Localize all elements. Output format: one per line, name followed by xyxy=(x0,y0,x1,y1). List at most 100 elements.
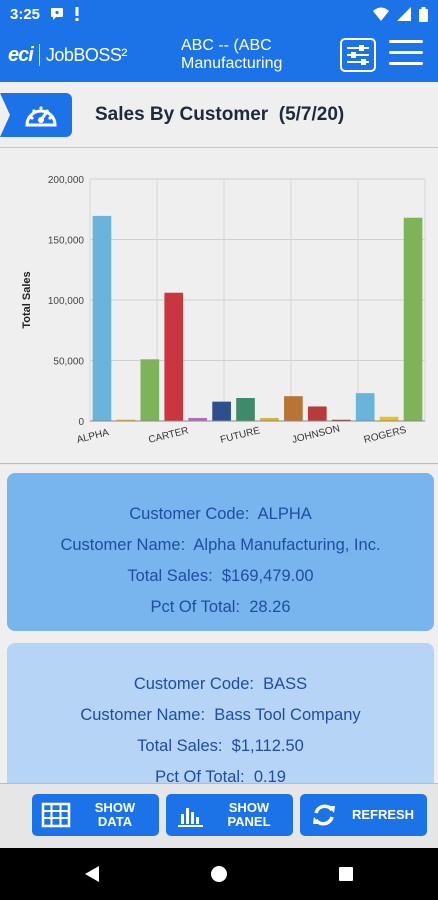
refresh-label: REFRESH xyxy=(351,807,415,822)
y-tick-label: 150,000 xyxy=(48,236,85,247)
chart-bar xyxy=(212,401,231,421)
chart-bar xyxy=(403,217,423,421)
battery-icon xyxy=(419,6,428,22)
code-value: ALPHA xyxy=(257,505,312,523)
app-bar: eci JobBOSS² ABC -- (ABC Manufacturing xyxy=(0,28,438,82)
alert-icon xyxy=(75,7,79,21)
show-data-line-1: SHOW xyxy=(94,800,136,815)
y-axis-label: Total Sales xyxy=(21,271,33,328)
show-panel-line-1: SHOW xyxy=(228,800,270,815)
chart-bar xyxy=(92,215,112,421)
chart-bar xyxy=(355,393,375,421)
page-header: Sales By Customer (5/7/20) xyxy=(0,82,438,148)
chart-bar xyxy=(260,417,279,421)
pct-value: 28.26 xyxy=(249,598,291,616)
card-sales-row: Total Sales: $1,112.50 xyxy=(7,731,434,762)
chart-bar xyxy=(331,419,351,421)
x-tick-label: JOHNSON xyxy=(291,423,341,446)
app-logo: eci JobBOSS² xyxy=(8,44,127,67)
refresh-button[interactable]: REFRESH xyxy=(300,794,427,836)
name-label: Customer Name: xyxy=(60,536,186,554)
card-name-row: Customer Name: Alpha Manufacturing, Inc. xyxy=(7,530,434,561)
sliders-icon xyxy=(347,45,369,65)
page-title-date: (5/7/20) xyxy=(278,104,345,125)
logo-brand: eci xyxy=(8,43,34,66)
x-tick-label: ALPHA xyxy=(76,427,111,446)
card-sales-row: Total Sales: $169,479.00 xyxy=(7,561,434,592)
sales-value: $1,112.50 xyxy=(231,737,304,755)
card-pct-row: Pct Of Total: 0.19 xyxy=(7,762,434,783)
chat-notification-icon xyxy=(51,8,64,20)
gauge-icon xyxy=(25,106,57,127)
y-tick-label: 50,000 xyxy=(53,357,84,368)
status-bar: 3:25 xyxy=(0,0,438,28)
filter-settings-button[interactable] xyxy=(340,38,376,72)
chart-bar xyxy=(284,396,303,421)
menu-line xyxy=(389,51,423,54)
table-grid-icon xyxy=(41,802,71,828)
menu-line xyxy=(389,40,423,43)
sales-chart: 0 50,000 100,000 150,000 200,000 Total Sales A… xyxy=(0,148,438,464)
status-time: 3:25 xyxy=(10,5,41,23)
dashboard-button[interactable] xyxy=(0,93,72,137)
show-panel-button[interactable]: SHOW PANEL xyxy=(166,794,293,836)
card-name-row: Customer Name: Bass Tool Company xyxy=(7,700,434,731)
bar-chart-icon xyxy=(178,808,203,827)
chart-bar xyxy=(116,419,136,421)
sales-label: Total Sales: xyxy=(127,567,213,585)
sales-label: Total Sales: xyxy=(137,737,223,755)
company-name: ABC -- (ABC Manufacturing xyxy=(181,37,282,73)
x-tick-label: CARTER xyxy=(147,425,189,446)
x-tick-label: ROGERS xyxy=(363,425,408,446)
chart-bar xyxy=(379,416,399,421)
customer-list: Customer Code: ALPHA Customer Name: Alph… xyxy=(0,465,438,783)
name-label: Customer Name: xyxy=(80,706,206,724)
pct-label: Pct Of Total: xyxy=(155,768,245,783)
show-panel-label: SHOW PANEL xyxy=(205,801,293,829)
show-data-line-2: DATA xyxy=(97,814,133,829)
system-nav-bar xyxy=(0,848,438,900)
hamburger-menu-button[interactable] xyxy=(389,40,423,70)
customer-card[interactable]: Customer Code: ALPHA Customer Name: Alph… xyxy=(7,473,434,631)
chart-bar xyxy=(188,417,208,421)
card-code-row: Customer Code: BASS xyxy=(7,669,434,700)
bottom-toolbar: SHOW DATA SHOW PANEL REFRESH xyxy=(0,783,438,848)
name-value: Alpha Manufacturing, Inc. xyxy=(193,536,381,554)
y-tick-label: 0 xyxy=(78,417,84,428)
page-title: Sales By Customer (5/7/20) xyxy=(95,104,344,126)
card-pct-row: Pct Of Total: 28.26 xyxy=(7,592,434,623)
customer-card[interactable]: Customer Code: BASS Customer Name: Bass … xyxy=(7,643,434,783)
wifi-icon xyxy=(373,7,389,21)
logo-divider xyxy=(38,44,40,66)
card-code-row: Customer Code: ALPHA xyxy=(7,499,434,530)
show-data-label: SHOW DATA xyxy=(71,801,159,829)
home-icon[interactable] xyxy=(210,865,228,883)
refresh-icon xyxy=(313,804,335,826)
pct-value: 0.19 xyxy=(253,768,286,783)
pct-label: Pct Of Total: xyxy=(150,598,241,616)
code-label: Customer Code: xyxy=(129,505,250,523)
show-data-button[interactable]: SHOW DATA xyxy=(32,794,159,836)
bar-chart: 0 50,000 100,000 150,000 200,000 Total Sales A… xyxy=(21,175,426,446)
chart-bar xyxy=(164,292,184,421)
y-tick-label: 200,000 xyxy=(48,175,85,186)
menu-line xyxy=(389,62,423,65)
show-panel-line-2: PANEL xyxy=(227,814,271,829)
company-line-2: Manufacturing xyxy=(181,55,283,72)
chart-bar xyxy=(140,359,160,421)
x-tick-label: FUTURE xyxy=(219,425,261,446)
chart-bar xyxy=(307,406,327,421)
signal-icon xyxy=(397,7,411,21)
tab-notch xyxy=(0,93,10,137)
y-tick-label: 100,000 xyxy=(48,296,85,307)
recents-icon[interactable] xyxy=(338,866,354,882)
code-value: BASS xyxy=(263,675,308,693)
back-icon[interactable] xyxy=(84,865,100,883)
code-label: Customer Code: xyxy=(133,675,254,693)
logo-product: JobBOSS² xyxy=(45,44,128,65)
chart-bar xyxy=(236,398,255,421)
company-line-1: ABC -- (ABC xyxy=(181,37,272,54)
name-value: Bass Tool Company xyxy=(214,706,361,724)
sales-value: $169,479.00 xyxy=(221,567,314,585)
page-title-text: Sales By Customer xyxy=(95,104,269,125)
